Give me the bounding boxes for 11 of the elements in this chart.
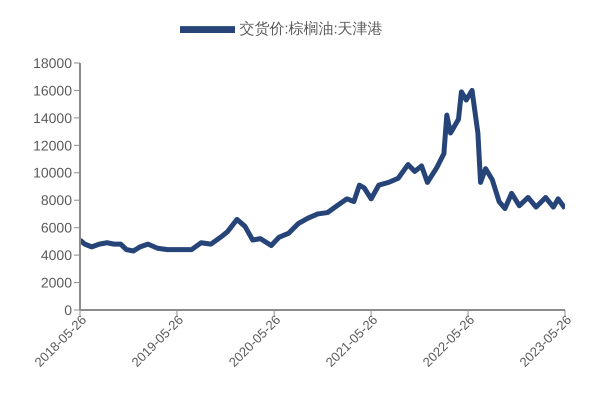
y-tick-label: 14000: [33, 110, 72, 126]
y-tick-label: 10000: [33, 164, 72, 181]
y-tick-label: 18000: [33, 54, 72, 71]
y-tick-label: 12000: [33, 137, 72, 154]
y-tick-label: 8000: [40, 192, 72, 208]
legend-label: 交货价:棕榈油:天津港: [239, 20, 383, 38]
y-tick-label: 16000: [33, 82, 72, 98]
y-tick-label: 0: [64, 302, 72, 318]
y-tick-label: 2000: [40, 274, 72, 291]
y-tick-label: 6000: [40, 220, 72, 236]
y-tick-label: 4000: [40, 247, 72, 264]
